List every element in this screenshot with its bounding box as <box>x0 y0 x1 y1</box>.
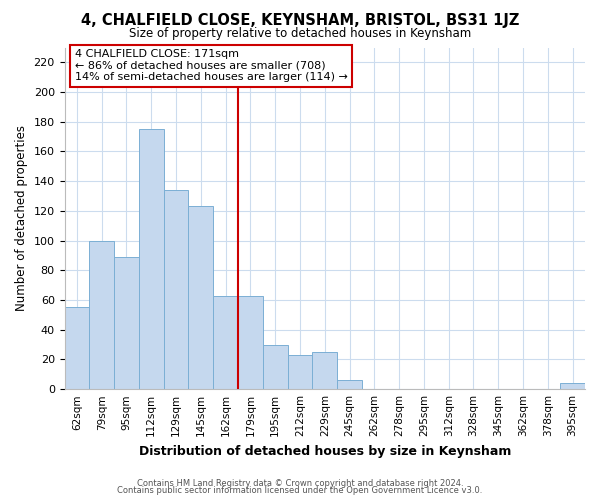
Text: Contains HM Land Registry data © Crown copyright and database right 2024.: Contains HM Land Registry data © Crown c… <box>137 478 463 488</box>
Bar <box>238 296 263 389</box>
Y-axis label: Number of detached properties: Number of detached properties <box>15 126 28 312</box>
Bar <box>89 240 114 389</box>
Bar <box>263 344 287 389</box>
Text: 4 CHALFIELD CLOSE: 171sqm
← 86% of detached houses are smaller (708)
14% of semi: 4 CHALFIELD CLOSE: 171sqm ← 86% of detac… <box>75 49 348 82</box>
Bar <box>65 308 89 389</box>
Bar <box>313 352 337 389</box>
Bar <box>139 129 164 389</box>
Text: Size of property relative to detached houses in Keynsham: Size of property relative to detached ho… <box>129 28 471 40</box>
Bar <box>287 355 313 389</box>
Bar <box>164 190 188 389</box>
Text: 4, CHALFIELD CLOSE, KEYNSHAM, BRISTOL, BS31 1JZ: 4, CHALFIELD CLOSE, KEYNSHAM, BRISTOL, B… <box>81 12 519 28</box>
Bar <box>560 383 585 389</box>
X-axis label: Distribution of detached houses by size in Keynsham: Distribution of detached houses by size … <box>139 444 511 458</box>
Bar <box>213 296 238 389</box>
Bar <box>337 380 362 389</box>
Bar <box>114 257 139 389</box>
Text: Contains public sector information licensed under the Open Government Licence v3: Contains public sector information licen… <box>118 486 482 495</box>
Bar <box>188 206 213 389</box>
